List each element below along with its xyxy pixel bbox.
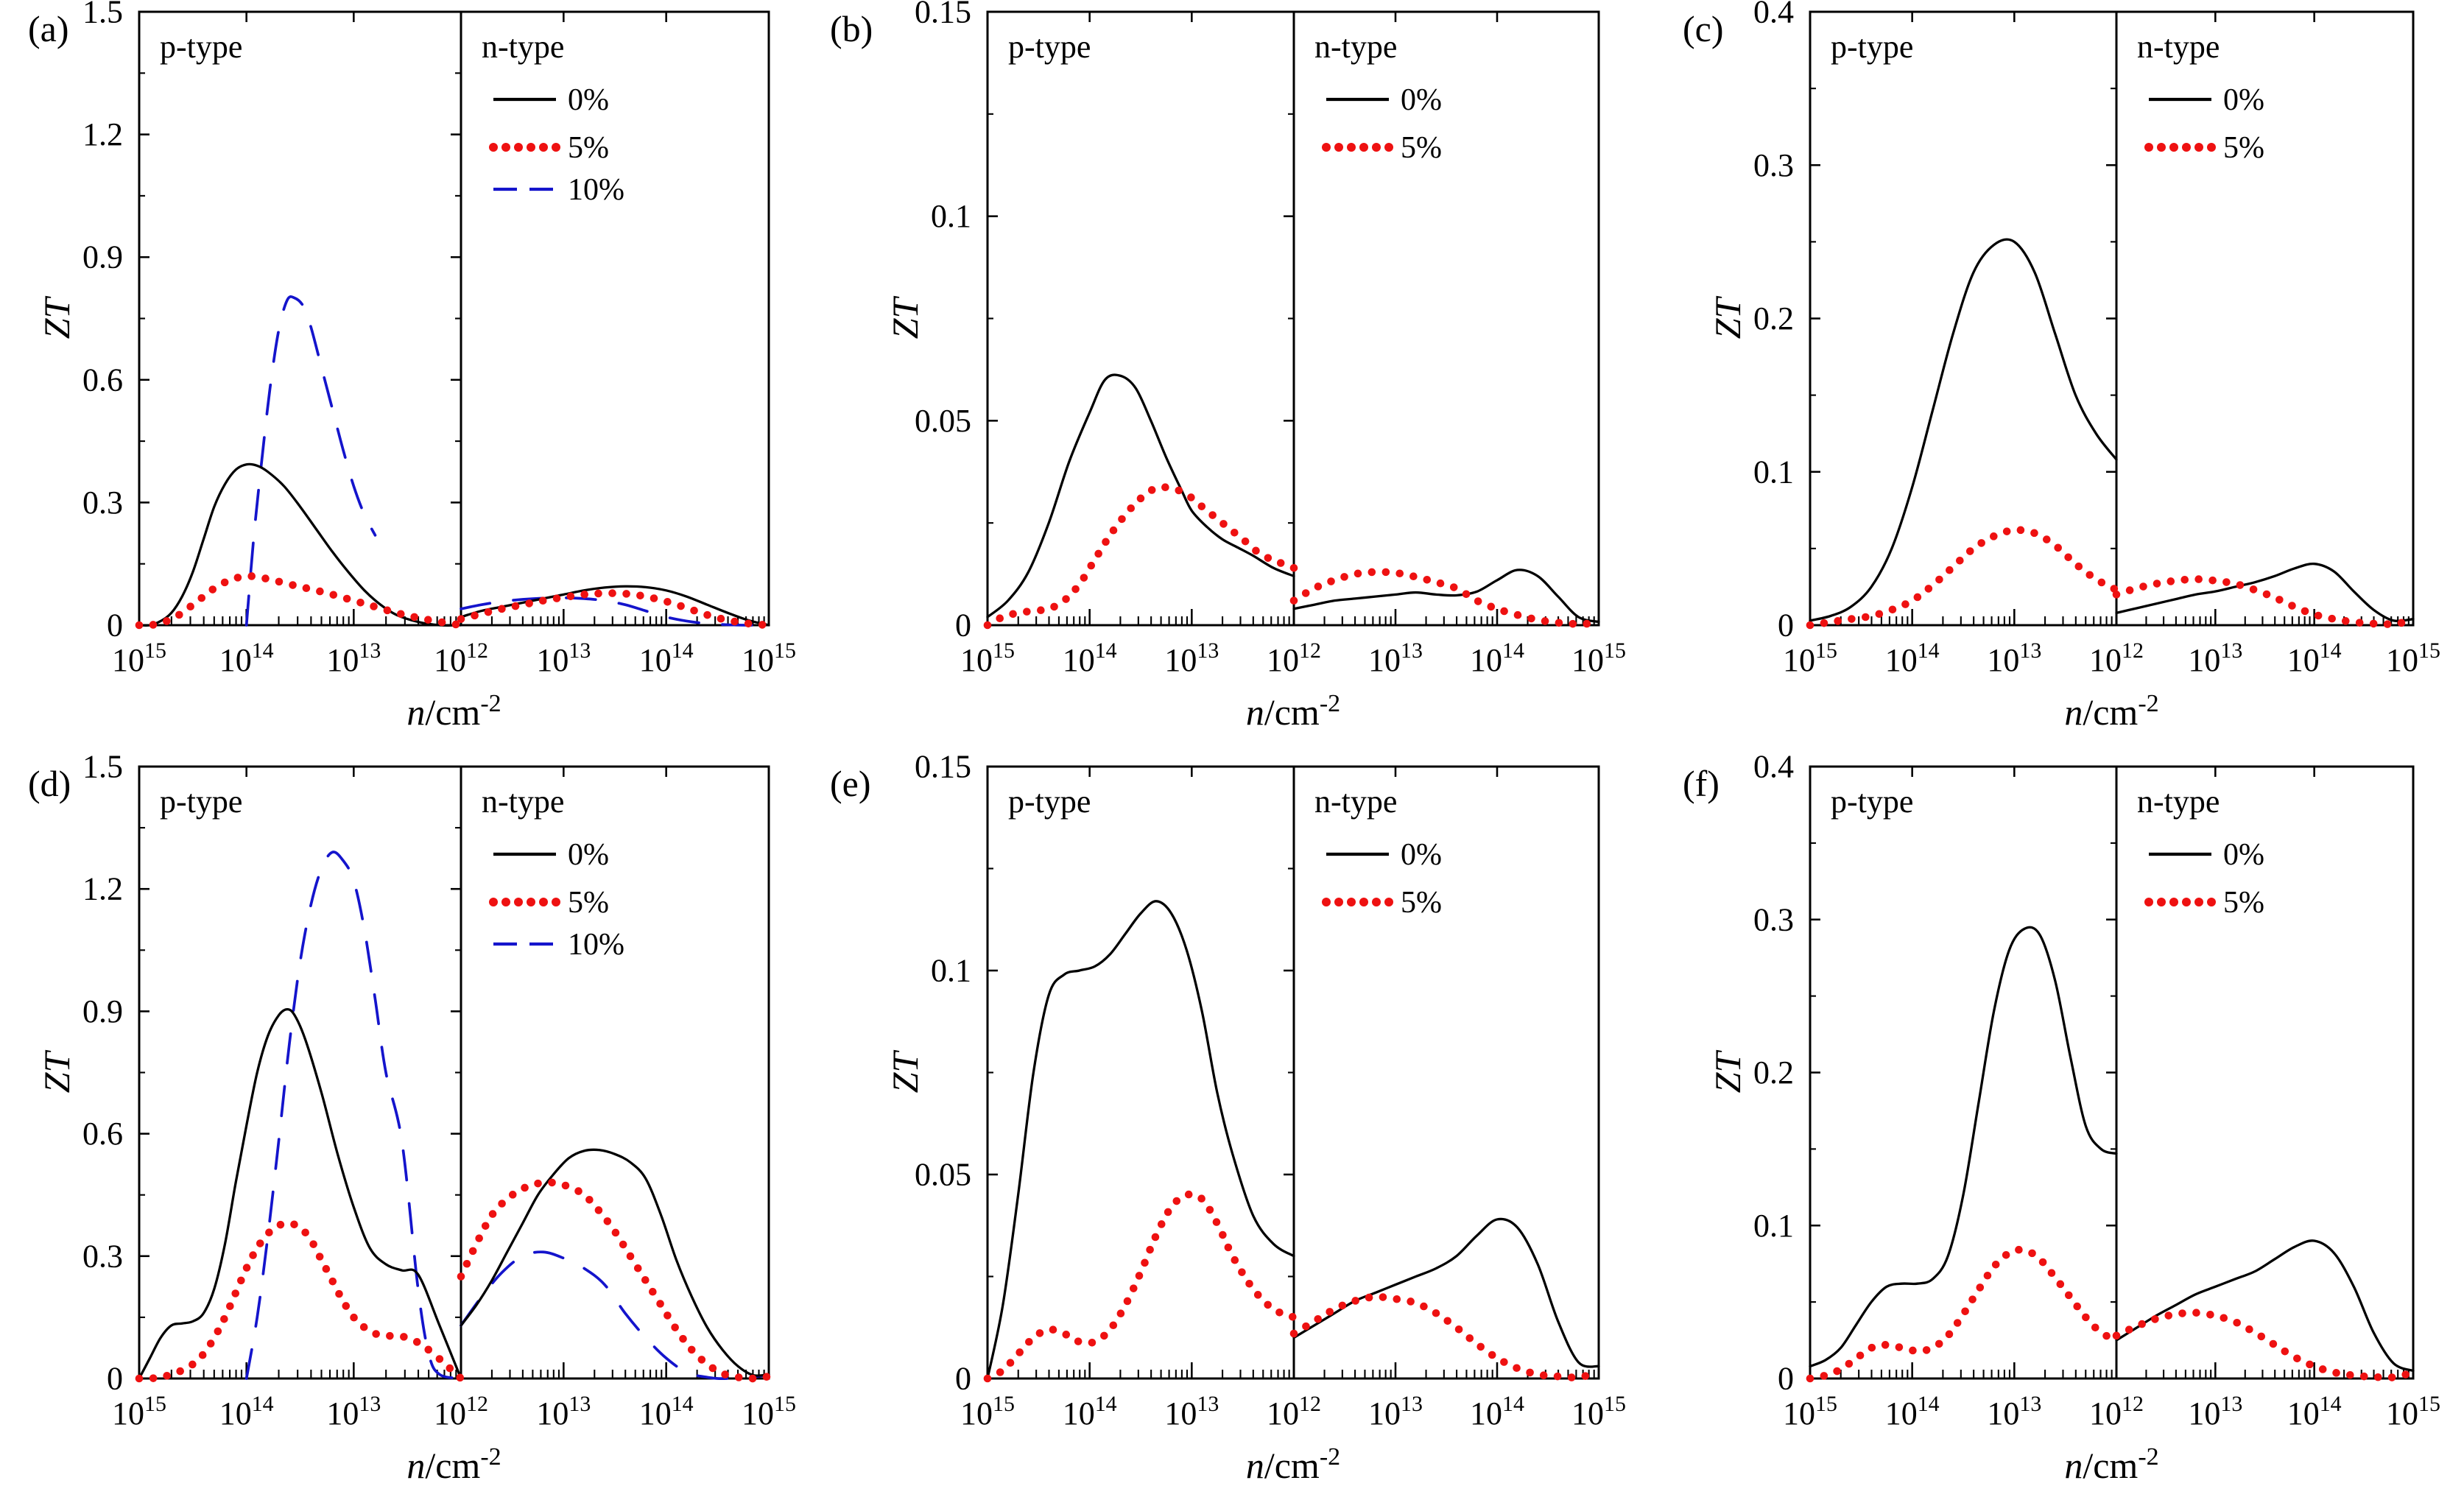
svg-text:5%: 5% bbox=[1401, 886, 1442, 920]
svg-text:ZT: ZT bbox=[1707, 1050, 1748, 1094]
svg-text:0.1: 0.1 bbox=[931, 198, 971, 234]
svg-text:ZT: ZT bbox=[36, 296, 77, 339]
svg-text:0.3: 0.3 bbox=[82, 485, 123, 521]
svg-text:0: 0 bbox=[1778, 608, 1794, 644]
svg-text:n-type: n-type bbox=[1314, 29, 1397, 65]
svg-text:5%: 5% bbox=[2223, 886, 2264, 920]
svg-text:p-type: p-type bbox=[1008, 29, 1091, 65]
svg-text:0.05: 0.05 bbox=[915, 403, 971, 439]
svg-text:n-type: n-type bbox=[482, 784, 564, 820]
svg-text:10%: 10% bbox=[568, 928, 624, 962]
svg-text:5%: 5% bbox=[2223, 131, 2264, 165]
svg-text:0: 0 bbox=[955, 1361, 971, 1397]
svg-text:ZT: ZT bbox=[884, 296, 926, 339]
svg-text:0.9: 0.9 bbox=[82, 239, 123, 275]
svg-text:5%: 5% bbox=[1401, 131, 1442, 165]
svg-text:0.9: 0.9 bbox=[82, 993, 123, 1029]
svg-text:(b): (b) bbox=[830, 8, 873, 49]
svg-text:(c): (c) bbox=[1683, 8, 1724, 49]
svg-text:p-type: p-type bbox=[1831, 29, 1913, 65]
svg-text:n-type: n-type bbox=[482, 29, 564, 65]
svg-text:1.5: 1.5 bbox=[82, 0, 123, 30]
svg-text:n-type: n-type bbox=[1314, 784, 1397, 820]
svg-text:0%: 0% bbox=[2223, 838, 2264, 872]
svg-text:0.3: 0.3 bbox=[1753, 901, 1794, 937]
svg-text:0.3: 0.3 bbox=[1753, 147, 1794, 183]
svg-text:0.1: 0.1 bbox=[931, 953, 971, 989]
svg-text:0.2: 0.2 bbox=[1753, 300, 1794, 337]
svg-text:0.15: 0.15 bbox=[915, 0, 971, 30]
svg-text:n-type: n-type bbox=[2137, 29, 2220, 65]
svg-text:5%: 5% bbox=[568, 886, 609, 920]
svg-text:10%: 10% bbox=[568, 173, 624, 207]
svg-text:0: 0 bbox=[107, 608, 123, 644]
svg-text:0.15: 0.15 bbox=[915, 749, 971, 785]
svg-text:0.6: 0.6 bbox=[82, 1116, 123, 1152]
svg-text:(f): (f) bbox=[1683, 763, 1719, 804]
svg-text:ZT: ZT bbox=[884, 1050, 926, 1094]
svg-text:1.2: 1.2 bbox=[82, 116, 123, 152]
svg-text:0.1: 0.1 bbox=[1753, 454, 1794, 490]
svg-text:0: 0 bbox=[107, 1361, 123, 1397]
svg-text:1.2: 1.2 bbox=[82, 871, 123, 907]
svg-text:(a): (a) bbox=[28, 8, 69, 49]
svg-text:p-type: p-type bbox=[160, 784, 242, 820]
svg-text:0.4: 0.4 bbox=[1753, 0, 1794, 30]
svg-text:(e): (e) bbox=[830, 763, 871, 804]
svg-text:0.05: 0.05 bbox=[915, 1157, 971, 1193]
svg-text:0.1: 0.1 bbox=[1753, 1208, 1794, 1244]
svg-text:ZT: ZT bbox=[36, 1050, 77, 1094]
svg-text:p-type: p-type bbox=[160, 29, 242, 65]
svg-text:0.6: 0.6 bbox=[82, 362, 123, 398]
svg-text:(d): (d) bbox=[28, 763, 71, 804]
svg-text:0.2: 0.2 bbox=[1753, 1054, 1794, 1091]
svg-text:0%: 0% bbox=[2223, 83, 2264, 117]
svg-text:0%: 0% bbox=[1401, 838, 1442, 872]
svg-text:0: 0 bbox=[1778, 1361, 1794, 1397]
svg-text:p-type: p-type bbox=[1008, 784, 1091, 820]
svg-text:ZT: ZT bbox=[1707, 296, 1748, 339]
svg-text:0%: 0% bbox=[1401, 83, 1442, 117]
svg-text:0: 0 bbox=[955, 608, 971, 644]
svg-text:0.4: 0.4 bbox=[1753, 749, 1794, 785]
svg-text:0.3: 0.3 bbox=[82, 1238, 123, 1274]
svg-text:n-type: n-type bbox=[2137, 784, 2220, 820]
svg-text:1.5: 1.5 bbox=[82, 749, 123, 785]
svg-text:0%: 0% bbox=[568, 83, 609, 117]
svg-text:5%: 5% bbox=[568, 131, 609, 165]
svg-text:p-type: p-type bbox=[1831, 784, 1913, 820]
svg-text:0%: 0% bbox=[568, 838, 609, 872]
